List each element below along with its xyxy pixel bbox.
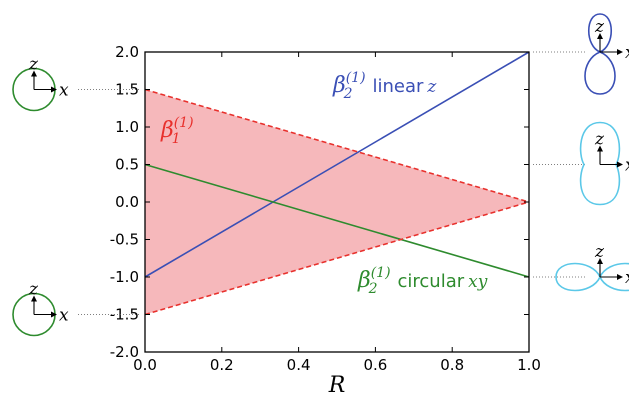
annotation-sup: (1) bbox=[346, 70, 366, 86]
annotation-axis: z bbox=[426, 77, 437, 97]
annotation-axis: xy bbox=[468, 272, 488, 292]
annotation-sub: 2 bbox=[343, 86, 353, 102]
beta1-shaded-region bbox=[145, 89, 529, 315]
annotation-sup: (1) bbox=[371, 265, 391, 281]
insets-layer: zxzxzxzxzx bbox=[12, 13, 629, 337]
inset-diagram-dumbbell-horizontal: zx bbox=[533, 242, 629, 292]
inset-z-label: z bbox=[28, 280, 39, 300]
inset-diagram-circle: zx bbox=[12, 280, 140, 337]
inset-x-label: x bbox=[59, 306, 69, 326]
x-axis-label: R bbox=[328, 373, 346, 396]
inset-x-label: x bbox=[625, 43, 629, 63]
y-tick-label: 1.0 bbox=[115, 118, 139, 136]
inset-x-label: x bbox=[625, 156, 629, 176]
series-line-3 bbox=[144, 201, 530, 316]
y-tick-label: 0.5 bbox=[115, 156, 139, 174]
z-arrowhead bbox=[597, 145, 603, 152]
z-arrowhead bbox=[597, 258, 603, 264]
y-tick-label: -2.0 bbox=[110, 343, 139, 361]
inset-diagram-peanut-vertical: zx bbox=[533, 121, 629, 206]
x-arrowhead bbox=[617, 161, 623, 168]
inset-x-label: x bbox=[59, 81, 69, 101]
x-arrowhead bbox=[617, 274, 623, 280]
annotation-word: circular bbox=[397, 271, 464, 292]
beta-symbol: β bbox=[160, 118, 174, 143]
inset-peanut-vertical bbox=[579, 121, 621, 206]
inset-z-label: z bbox=[594, 130, 605, 150]
y-tick-label: 1.5 bbox=[115, 81, 139, 99]
inset-diagram-circle: zx bbox=[12, 55, 140, 112]
y-tick-label: 0.0 bbox=[115, 193, 139, 211]
annotation-sub: 1 bbox=[172, 131, 181, 147]
beta-symbol: β bbox=[332, 73, 346, 98]
x-tick-label: 1.0 bbox=[517, 356, 541, 374]
annotation-word: linear bbox=[372, 76, 424, 97]
x-tick-label: 0.6 bbox=[363, 356, 387, 374]
series-line-0 bbox=[144, 51, 530, 278]
series-layer bbox=[144, 51, 530, 316]
annotation-sub: 2 bbox=[368, 281, 378, 297]
z-arrowhead bbox=[597, 33, 603, 39]
x-tick-label: 0.8 bbox=[440, 356, 464, 374]
y-tick-label: 2.0 bbox=[115, 43, 139, 61]
x-tick-label: 0.2 bbox=[210, 356, 234, 374]
inset-x-label: x bbox=[625, 268, 629, 288]
x-arrowhead bbox=[617, 49, 623, 55]
beta-symbol: β bbox=[357, 268, 371, 293]
y-tick-label: -1.0 bbox=[110, 268, 139, 286]
beta2-linear-label: β(1) 2 linear z bbox=[332, 70, 437, 102]
series-line-1 bbox=[144, 163, 530, 278]
x-arrowhead bbox=[51, 311, 57, 318]
x-arrowhead bbox=[51, 86, 57, 93]
x-tick-label: 0.4 bbox=[287, 356, 311, 374]
series-line-2 bbox=[144, 88, 530, 203]
z-arrowhead bbox=[31, 70, 37, 77]
annotation-sup: (1) bbox=[174, 115, 194, 131]
beta1-label: β(1) 1 bbox=[160, 115, 194, 147]
inset-z-label: z bbox=[594, 242, 605, 262]
z-arrowhead bbox=[31, 295, 37, 302]
beta2-circular-label: β(1) 2 circular xy bbox=[357, 265, 488, 297]
inset-z-label: z bbox=[28, 55, 39, 75]
y-tick-label: -0.5 bbox=[110, 231, 139, 249]
y-tick-label: -1.5 bbox=[110, 306, 139, 324]
inset-diagram-dumbbell-vertical: zx bbox=[533, 13, 629, 95]
inset-dumbbell-vertical bbox=[584, 13, 616, 95]
x-tick-label: 0.0 bbox=[133, 356, 157, 374]
inset-z-label: z bbox=[594, 17, 605, 37]
ticks-layer: 0.0 0.2 0.4 0.6 0.8 1.0 2.0 1.5 1.0 0.5 0.0 -0.5 -1.… bbox=[110, 43, 541, 374]
